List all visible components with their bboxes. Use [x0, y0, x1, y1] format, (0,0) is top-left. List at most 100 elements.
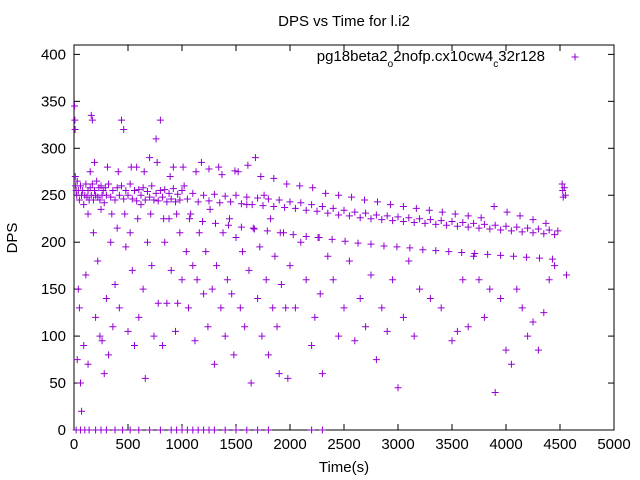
- data-point: [380, 242, 388, 250]
- data-point: [399, 218, 407, 226]
- data-point: [405, 214, 413, 222]
- data-point: [166, 172, 174, 180]
- data-point: [156, 426, 164, 434]
- data-point: [308, 426, 316, 434]
- data-point: [128, 266, 136, 274]
- data-point: [194, 198, 202, 206]
- data-point: [141, 374, 149, 382]
- data-point: [507, 227, 515, 235]
- data-point: [193, 276, 201, 284]
- data-point: [208, 285, 216, 293]
- data-point: [192, 168, 200, 176]
- data-point: [389, 276, 397, 284]
- y-axis-label: DPS: [4, 223, 21, 254]
- data-point: [513, 285, 521, 293]
- data-point: [227, 198, 235, 206]
- data-point: [134, 215, 142, 223]
- data-point: [180, 182, 188, 190]
- data-point: [412, 204, 420, 212]
- data-point: [237, 200, 245, 208]
- y-tick-label: 0: [58, 422, 66, 439]
- data-point: [236, 304, 244, 312]
- data-point: [318, 203, 326, 211]
- data-point: [88, 116, 96, 124]
- chart-title: DPS vs Time for l.i2: [278, 13, 410, 30]
- data-point: [173, 210, 181, 218]
- data-point: [243, 201, 251, 209]
- data-point: [518, 304, 526, 312]
- data-point: [210, 360, 218, 368]
- data-point: [308, 201, 316, 209]
- data-point: [191, 337, 199, 345]
- data-point: [179, 163, 187, 171]
- data-point: [199, 218, 207, 226]
- data-point: [232, 426, 240, 434]
- data-point: [362, 209, 370, 217]
- data-point: [107, 193, 115, 201]
- data-point: [172, 198, 180, 206]
- data-point: [115, 191, 123, 199]
- data-point: [147, 210, 155, 218]
- data-point: [497, 251, 505, 259]
- data-point: [410, 218, 418, 226]
- data-point: [75, 196, 83, 204]
- data-point: [137, 201, 145, 209]
- data-point: [484, 250, 492, 258]
- data-point: [148, 262, 156, 270]
- data-point: [386, 201, 394, 209]
- data-point: [432, 220, 440, 228]
- data-point: [282, 304, 290, 312]
- data-point: [153, 158, 161, 166]
- y-tick-label: 100: [41, 328, 66, 345]
- data-point: [202, 248, 210, 256]
- data-point: [545, 276, 553, 284]
- data-point: [91, 158, 99, 166]
- data-point: [281, 203, 289, 211]
- data-point: [128, 195, 136, 203]
- data-point: [477, 214, 485, 222]
- data-point: [490, 203, 498, 211]
- data-point: [535, 254, 543, 262]
- data-point: [518, 228, 526, 236]
- x-tick-label: 500: [115, 436, 140, 453]
- data-point: [130, 341, 138, 349]
- data-point: [71, 172, 79, 180]
- data-point: [186, 215, 194, 223]
- y-tick-label: 50: [49, 375, 66, 392]
- data-point: [150, 332, 158, 340]
- data-point: [111, 426, 119, 434]
- data-point: [425, 206, 433, 214]
- data-point: [247, 379, 255, 387]
- data-point: [206, 205, 214, 213]
- data-point: [345, 257, 353, 265]
- data-point: [354, 239, 362, 247]
- data-point: [234, 168, 242, 176]
- data-point: [80, 341, 88, 349]
- x-tick-label: 3000: [381, 436, 414, 453]
- data-point: [451, 210, 459, 218]
- data-point: [139, 285, 147, 293]
- data-point: [91, 187, 99, 195]
- data-point: [156, 187, 164, 195]
- data-point: [313, 207, 321, 215]
- data-point: [516, 212, 524, 220]
- data-point: [329, 204, 337, 212]
- data-point: [545, 226, 553, 234]
- data-point: [283, 180, 291, 188]
- data-point: [340, 304, 348, 312]
- data-point: [416, 285, 424, 293]
- data-point: [113, 224, 121, 232]
- data-point: [124, 191, 132, 199]
- data-point: [322, 189, 330, 197]
- data-point: [256, 243, 264, 251]
- x-tick-label: 1500: [219, 436, 252, 453]
- legend-label: pg18beta2o2nofp.cx10cw4c32r128: [317, 48, 545, 70]
- data-point: [152, 189, 160, 197]
- data-point: [176, 229, 184, 237]
- data-point: [453, 327, 461, 335]
- data-point: [98, 337, 106, 345]
- data-point: [510, 252, 518, 260]
- data-point: [182, 248, 190, 256]
- data-point: [126, 229, 134, 237]
